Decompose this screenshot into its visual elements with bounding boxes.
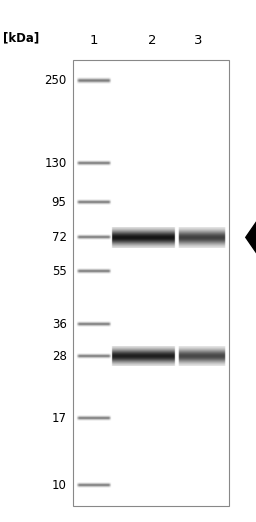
Bar [73,60,229,506]
Text: 2: 2 [148,34,157,47]
Text: 55: 55 [52,265,67,278]
Text: 72: 72 [51,231,67,244]
Text: 28: 28 [52,350,67,363]
Polygon shape [246,221,256,254]
Text: 95: 95 [52,196,67,209]
Text: 130: 130 [44,157,67,170]
Text: 1: 1 [89,34,98,47]
Text: 36: 36 [52,318,67,331]
Text: 250: 250 [44,75,67,87]
Text: 3: 3 [194,34,203,47]
Text: 17: 17 [51,412,67,425]
Text: [kDa]: [kDa] [3,31,39,44]
Text: 10: 10 [52,479,67,492]
